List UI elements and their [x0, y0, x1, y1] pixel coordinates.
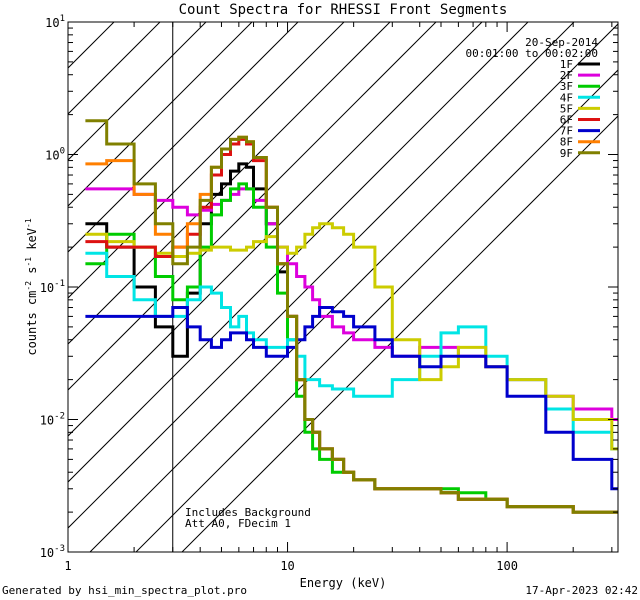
legend-label-2F: 2F [560, 69, 573, 82]
time-range-label: 00:01:00 to 00:02:00 [466, 47, 598, 60]
legend-label-8F: 8F [560, 136, 573, 149]
x-tick-label: 100 [496, 559, 518, 573]
y-label-sup: -1 [24, 257, 33, 267]
y-tick-label: 10-3 [40, 544, 65, 560]
y-tick-label: 10-1 [40, 279, 65, 295]
x-tick-label: 10 [280, 559, 294, 573]
footer-generated-by: Generated by hsi_min_spectra_plot.pro [2, 584, 248, 597]
hatch-line [68, 22, 391, 345]
hatch-line [68, 22, 345, 299]
x-axis-label: Energy (keV) [300, 576, 387, 590]
series-4F [85, 251, 618, 451]
hatch-line [68, 22, 299, 253]
legend-label-3F: 3F [560, 80, 573, 93]
hatch-line [68, 22, 437, 391]
hatch-line [68, 22, 253, 207]
y-tick-label: 101 [45, 14, 65, 30]
hatched-region [68, 22, 618, 552]
hatch-line [89, 23, 618, 552]
y-axis-label: counts cm-2 s-1 keV-1 [24, 218, 39, 355]
hatch-line [68, 22, 483, 437]
hatch-line [68, 22, 161, 115]
axes-layer: 1 10 100 10-3 10-2 10-1 100 101 [40, 14, 618, 573]
series-layer [85, 119, 618, 514]
series-1F [85, 162, 618, 514]
hatch-line [181, 115, 618, 552]
hatch-line [68, 22, 529, 483]
y-tick-label: 100 [45, 147, 65, 163]
chart-title: Count Spectra for RHESSI Front Segments [179, 2, 508, 18]
y-label-part: s [25, 267, 39, 281]
date-label: 20-Sep-2014 [525, 36, 598, 49]
hatch-line [135, 69, 618, 552]
y-label-sup: -2 [24, 281, 33, 291]
legend-label-9F: 9F [560, 147, 573, 160]
series-9F [85, 119, 618, 514]
series-8F [85, 135, 618, 514]
y-tick-label: 10-2 [40, 412, 65, 428]
annotation-attenuator: Att A0, FDecim 1 [185, 517, 291, 530]
series-7F [85, 306, 618, 491]
legend-label-6F: 6F [560, 114, 573, 127]
legend-label-7F: 7F [560, 125, 573, 138]
hatch-line [68, 22, 207, 161]
legend-label-5F: 5F [560, 102, 573, 115]
series-5F [85, 222, 618, 451]
y-label-sup: -1 [24, 218, 33, 228]
legend-label-1F: 1F [560, 58, 573, 71]
y-label-part: counts cm [25, 291, 39, 356]
annotation-background: Includes Background [185, 506, 311, 519]
footer-timestamp: 17-Apr-2023 02:42 [525, 584, 638, 597]
legend-label-4F: 4F [560, 91, 573, 104]
x-tick-label: 1 [64, 559, 71, 573]
y-label-part: keV [25, 228, 39, 257]
